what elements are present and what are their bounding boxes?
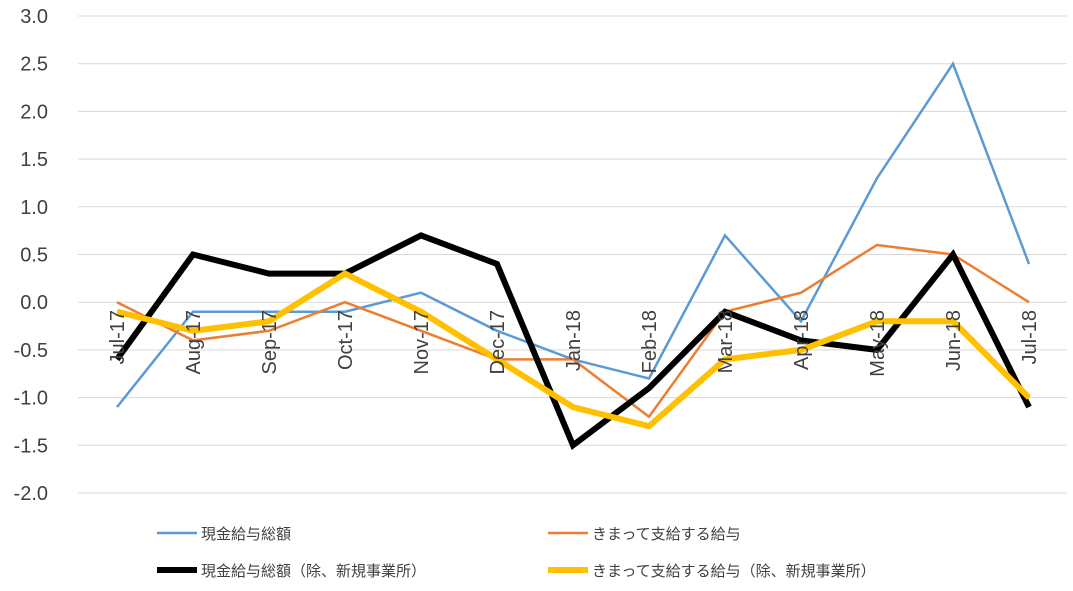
legend-label: きまって支給する給与（除、新規事業所） — [592, 562, 876, 580]
y-tick-label: 1.5 — [20, 149, 48, 171]
y-tick-label: 0.0 — [20, 292, 48, 314]
x-tick-label: Mar-18 — [715, 310, 737, 373]
y-tick-label: -0.5 — [14, 340, 48, 362]
y-tick-label: -1.5 — [14, 435, 48, 457]
x-tick-label: Apr-18 — [791, 310, 813, 370]
x-tick-label: May-18 — [867, 310, 889, 377]
gridlines — [78, 15, 1067, 494]
x-tick-label: Nov-17 — [411, 310, 433, 374]
series-lines — [114, 60, 1032, 451]
legend-label: 現金給与総額（除、新規事業所） — [201, 562, 426, 580]
y-tick-label: 2.5 — [20, 54, 48, 76]
x-tick-label: Jul-18 — [1019, 310, 1041, 364]
legend-label: 現金給与総額 — [201, 525, 291, 543]
series-line-2 — [116, 243, 1030, 419]
legend-label: きまって支給する給与 — [592, 525, 741, 543]
series-line-4 — [116, 270, 1032, 430]
x-tick-label: Aug-17 — [183, 310, 205, 375]
y-tick-label: 0.5 — [20, 245, 48, 267]
x-tick-label: Oct-17 — [335, 310, 357, 370]
y-tick-label: 2.0 — [20, 101, 48, 123]
y-tick-label: -2.0 — [14, 483, 48, 505]
y-tick-label: 1.0 — [20, 197, 48, 219]
x-tick-label: Sep-17 — [259, 310, 281, 375]
y-tick-label: 3.0 — [20, 6, 48, 28]
y-axis: 3.0 2.5 2.0 1.5 1.0 0.5 0.0 -0.5 -1.0 -1.5 -2.0 — [14, 6, 48, 505]
x-tick-label: Jul-17 — [107, 310, 129, 364]
x-tick-label: Jan-18 — [563, 310, 585, 371]
y-tick-label: -1.0 — [14, 388, 48, 410]
x-tick-label: Jun-18 — [943, 310, 965, 371]
x-axis: Jul-17 Aug-17 Sep-17 Oct-17 Nov-17 Dec-17 Jan-… — [107, 310, 1041, 377]
x-tick-label: Feb-18 — [639, 310, 661, 373]
x-tick-label: Dec-17 — [487, 310, 509, 374]
series-line-3 — [114, 232, 1032, 451]
